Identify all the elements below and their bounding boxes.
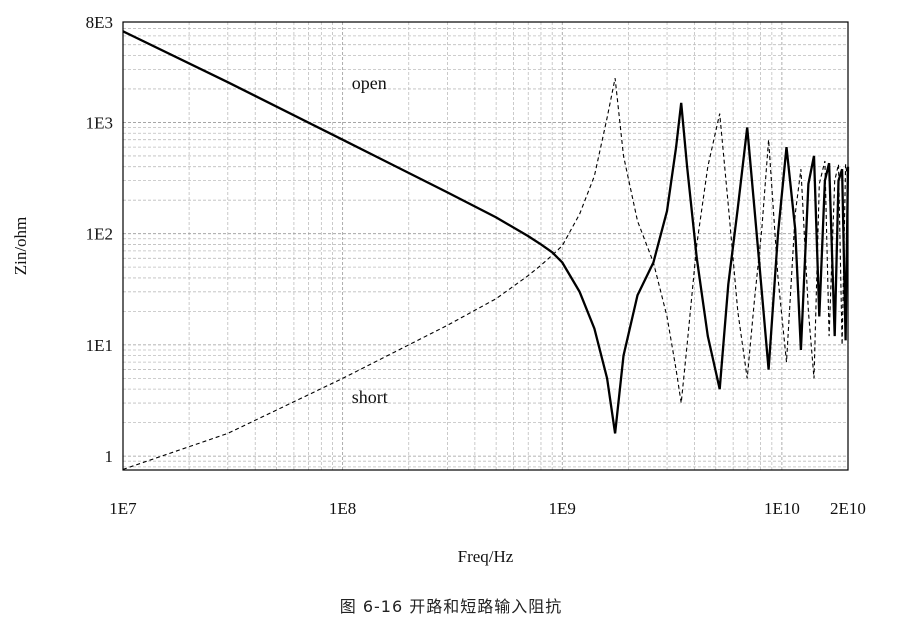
series-layer bbox=[122, 30, 850, 470]
y-tick-label: 1E3 bbox=[86, 113, 113, 132]
series-line-open bbox=[122, 30, 850, 434]
y-tick-label: 8E3 bbox=[86, 13, 113, 32]
y-tick-label: 1E1 bbox=[86, 336, 113, 355]
series-line-short bbox=[122, 78, 849, 470]
x-tick-label: 1E7 bbox=[109, 499, 137, 518]
y-tick-labels: 1 1E1 1E2 1E3 8E3 bbox=[86, 13, 113, 466]
annotations: open short bbox=[352, 73, 388, 407]
figure-caption: 图 6-16 开路和短路输入阻抗 bbox=[340, 597, 563, 616]
x-tick-labels: 1E7 1E8 1E9 1E10 2E10 bbox=[109, 499, 866, 518]
x-tick-label: 1E9 bbox=[549, 499, 576, 518]
annotation-open: open bbox=[352, 73, 387, 93]
y-axis-label: Zin/ohm bbox=[11, 217, 30, 276]
x-tick-label: 1E8 bbox=[329, 499, 356, 518]
x-tick-label: 2E10 bbox=[830, 499, 866, 518]
x-axis-label: Freq/Hz bbox=[458, 547, 514, 566]
y-tick-label: 1 bbox=[105, 447, 114, 466]
grid bbox=[122, 21, 849, 470]
x-tick-label: 1E10 bbox=[764, 499, 800, 518]
y-tick-label: 1E2 bbox=[86, 225, 113, 244]
annotation-short: short bbox=[352, 387, 388, 407]
